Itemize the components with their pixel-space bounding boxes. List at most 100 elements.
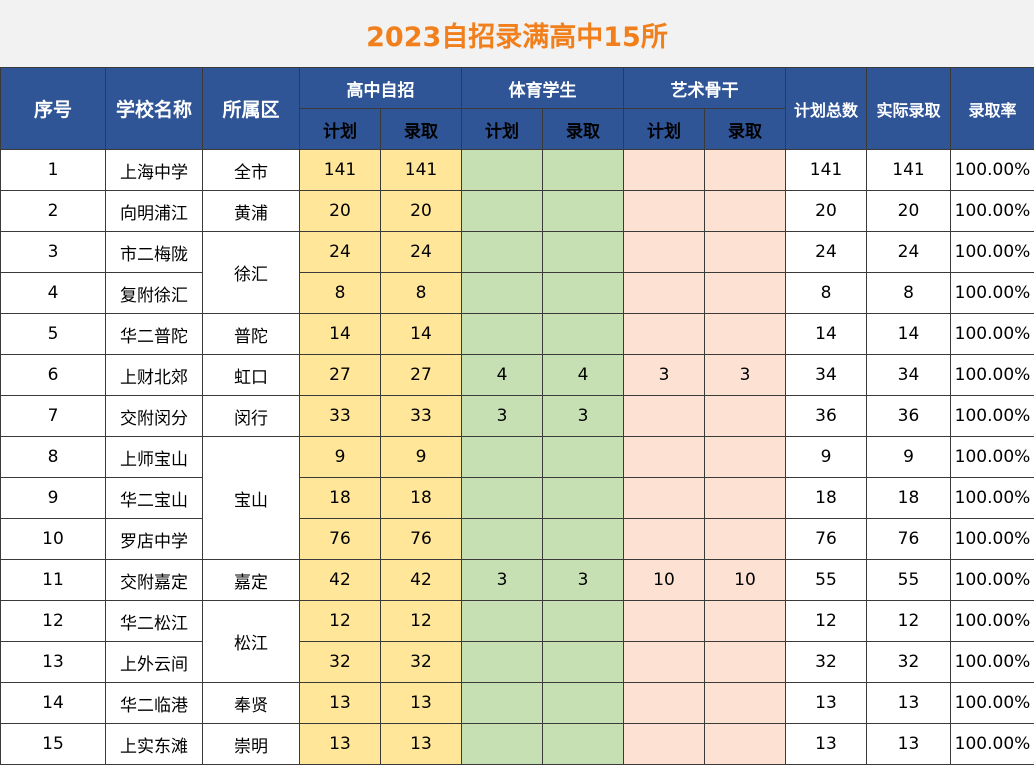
cell-self-plan: 8: [300, 273, 381, 314]
cell-self-plan: 76: [300, 519, 381, 560]
cell-arts-admit: [705, 478, 786, 519]
cell-arts-plan: [624, 437, 705, 478]
cell-self-plan: 24: [300, 232, 381, 273]
cell-total-plan: 8: [786, 273, 867, 314]
cell-arts-admit: [705, 437, 786, 478]
cell-rate: 100.00%: [951, 683, 1034, 724]
cell-school: 罗店中学: [106, 519, 203, 560]
cell-arts-plan: [624, 478, 705, 519]
cell-district: 嘉定: [203, 560, 300, 601]
cell-district: 全市: [203, 150, 300, 191]
cell-index: 11: [1, 560, 106, 601]
cell-district: 虹口: [203, 355, 300, 396]
cell-total-plan: 18: [786, 478, 867, 519]
cell-total-plan: 55: [786, 560, 867, 601]
cell-total-plan: 76: [786, 519, 867, 560]
cell-arts-admit: [705, 232, 786, 273]
cell-sports-plan: [462, 642, 543, 683]
cell-actual-admit: 13: [867, 683, 951, 724]
cell-sports-admit: [543, 150, 624, 191]
cell-district: 黄浦: [203, 191, 300, 232]
header-arts-plan: 计划: [624, 109, 705, 150]
cell-actual-admit: 141: [867, 150, 951, 191]
cell-index: 1: [1, 150, 106, 191]
cell-school: 交附嘉定: [106, 560, 203, 601]
cell-actual-admit: 9: [867, 437, 951, 478]
cell-actual-admit: 13: [867, 724, 951, 765]
cell-total-plan: 9: [786, 437, 867, 478]
cell-self-plan: 13: [300, 724, 381, 765]
cell-self-admit: 12: [381, 601, 462, 642]
header-actual-admit: 实际录取: [867, 68, 951, 150]
cell-self-plan: 18: [300, 478, 381, 519]
cell-rate: 100.00%: [951, 191, 1034, 232]
cell-arts-plan: [624, 273, 705, 314]
cell-rate: 100.00%: [951, 601, 1034, 642]
cell-rate: 100.00%: [951, 396, 1034, 437]
table-row: 10 罗店中学 76 76 76 76 100.00%: [1, 519, 1034, 560]
cell-sports-plan: [462, 150, 543, 191]
cell-index: 2: [1, 191, 106, 232]
cell-school: 华二临港: [106, 683, 203, 724]
cell-self-admit: 24: [381, 232, 462, 273]
cell-arts-admit: [705, 396, 786, 437]
cell-self-plan: 42: [300, 560, 381, 601]
cell-district: 奉贤: [203, 683, 300, 724]
cell-self-admit: 42: [381, 560, 462, 601]
header-sports-plan: 计划: [462, 109, 543, 150]
cell-self-admit: 8: [381, 273, 462, 314]
cell-arts-admit: 3: [705, 355, 786, 396]
cell-district: 闵行: [203, 396, 300, 437]
header-group-self: 高中自招: [300, 68, 462, 109]
cell-sports-admit: [543, 478, 624, 519]
table-row: 6 上财北郊 虹口 27 27 4 4 3 3 34 34 100.00%: [1, 355, 1034, 396]
cell-sports-plan: [462, 601, 543, 642]
cell-total-plan: 13: [786, 683, 867, 724]
cell-actual-admit: 12: [867, 601, 951, 642]
cell-sports-admit: [543, 191, 624, 232]
header-district: 所属区: [203, 68, 300, 150]
table-row: 15 上实东滩 崇明 13 13 13 13 100.00%: [1, 724, 1034, 765]
cell-self-admit: 32: [381, 642, 462, 683]
cell-self-admit: 9: [381, 437, 462, 478]
cell-sports-plan: 3: [462, 560, 543, 601]
header-total-plan: 计划总数: [786, 68, 867, 150]
cell-arts-admit: [705, 314, 786, 355]
cell-rate: 100.00%: [951, 642, 1034, 683]
cell-rate: 100.00%: [951, 150, 1034, 191]
cell-self-plan: 14: [300, 314, 381, 355]
header-sports-admit: 录取: [543, 109, 624, 150]
cell-arts-admit: [705, 642, 786, 683]
cell-sports-admit: [543, 724, 624, 765]
table-row: 9 华二宝山 18 18 18 18 100.00%: [1, 478, 1034, 519]
cell-rate: 100.00%: [951, 355, 1034, 396]
cell-arts-plan: [624, 314, 705, 355]
cell-arts-plan: [624, 396, 705, 437]
cell-actual-admit: 55: [867, 560, 951, 601]
header-rate: 录取率: [951, 68, 1034, 150]
header-self-admit: 录取: [381, 109, 462, 150]
cell-sports-plan: [462, 437, 543, 478]
cell-arts-admit: [705, 601, 786, 642]
cell-self-admit: 18: [381, 478, 462, 519]
cell-rate: 100.00%: [951, 314, 1034, 355]
cell-self-plan: 13: [300, 683, 381, 724]
cell-rate: 100.00%: [951, 519, 1034, 560]
header-index: 序号: [1, 68, 106, 150]
table-row: 2 向明浦江 黄浦 20 20 20 20 100.00%: [1, 191, 1034, 232]
header-arts-admit: 录取: [705, 109, 786, 150]
cell-sports-admit: 4: [543, 355, 624, 396]
cell-total-plan: 14: [786, 314, 867, 355]
page-title: 2023自招录满高中15所: [0, 0, 1034, 68]
cell-arts-plan: 3: [624, 355, 705, 396]
cell-arts-plan: [624, 519, 705, 560]
cell-index: 5: [1, 314, 106, 355]
cell-arts-admit: [705, 683, 786, 724]
cell-arts-plan: 10: [624, 560, 705, 601]
header-group-arts: 艺术骨干: [624, 68, 786, 109]
cell-school: 市二梅陇: [106, 232, 203, 273]
table-row: 14 华二临港 奉贤 13 13 13 13 100.00%: [1, 683, 1034, 724]
cell-self-admit: 13: [381, 683, 462, 724]
cell-self-admit: 33: [381, 396, 462, 437]
cell-school: 向明浦江: [106, 191, 203, 232]
